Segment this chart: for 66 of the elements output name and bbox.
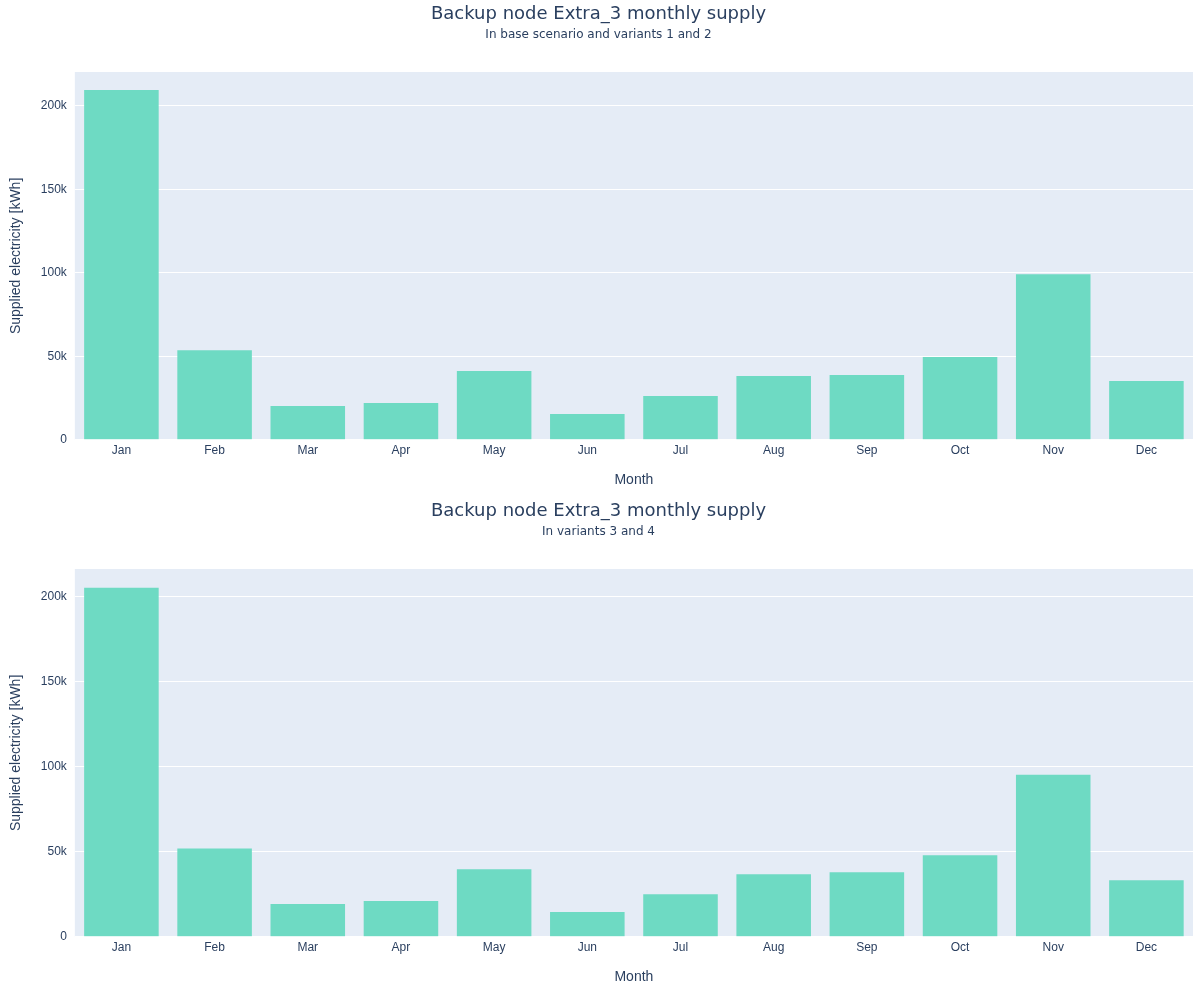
x-tick-label: Mar xyxy=(297,940,319,955)
x-tick-label: Aug xyxy=(763,940,785,955)
x-tick-label: Dec xyxy=(1135,940,1158,955)
y-axis-title: Supplied electricity [kWh] xyxy=(7,674,24,832)
bar xyxy=(922,356,998,440)
bar xyxy=(829,375,905,440)
bar xyxy=(1109,381,1184,440)
bar xyxy=(736,376,811,440)
y-tick-label: 150k xyxy=(40,674,68,689)
x-tick-label: Nov xyxy=(1042,443,1064,458)
x-axis-title: Month xyxy=(614,471,654,488)
x-tick-label: Jun xyxy=(577,443,597,458)
bar xyxy=(550,413,625,440)
x-tick-label: May xyxy=(482,940,506,955)
bar xyxy=(1015,774,1091,937)
x-tick-label: Jul xyxy=(672,940,689,955)
bar xyxy=(270,405,346,440)
bar xyxy=(643,894,718,937)
bar xyxy=(84,587,159,937)
x-tick-label: Sep xyxy=(856,940,878,955)
chart-title: Backup node Extra_3 monthly supply xyxy=(430,2,767,25)
y-tick-label: 0 xyxy=(60,929,68,944)
y-tick-label: 150k xyxy=(40,181,68,196)
x-tick-label: Dec xyxy=(1135,443,1158,458)
bar xyxy=(177,848,252,937)
bar xyxy=(84,90,159,440)
chart-subtitle: In base scenario and variants 1 and 2 xyxy=(485,26,712,41)
bar xyxy=(1109,880,1184,937)
bar xyxy=(270,904,346,937)
bar xyxy=(829,872,905,937)
bar xyxy=(456,869,532,937)
y-tick-label: 50k xyxy=(47,348,68,363)
x-tick-label: Apr xyxy=(391,443,411,458)
x-tick-label: Aug xyxy=(763,443,785,458)
x-tick-label: Sep xyxy=(856,443,878,458)
x-tick-label: Jan xyxy=(111,940,132,955)
bar xyxy=(643,395,718,440)
x-axis-title: Month xyxy=(614,968,654,985)
x-tick-label: Feb xyxy=(204,940,226,955)
bar xyxy=(363,403,439,440)
bar xyxy=(1015,274,1091,440)
x-tick-label: Apr xyxy=(391,940,411,955)
x-tick-label: May xyxy=(482,443,506,458)
chart-subtitle: In variants 3 and 4 xyxy=(542,523,655,538)
bar xyxy=(177,350,252,440)
y-tick-label: 50k xyxy=(47,844,68,859)
x-tick-label: Jun xyxy=(577,940,597,955)
x-tick-label: Jul xyxy=(672,443,689,458)
x-tick-label: Nov xyxy=(1042,940,1064,955)
x-tick-label: Oct xyxy=(950,940,971,955)
x-tick-label: Jan xyxy=(111,443,132,458)
y-tick-label: 200k xyxy=(40,98,68,113)
y-axis-title: Supplied electricity [kWh] xyxy=(7,177,24,335)
y-tick-label: 100k xyxy=(40,265,68,280)
bar xyxy=(456,371,532,440)
bar xyxy=(363,901,439,937)
y-tick-label: 200k xyxy=(40,589,68,604)
x-tick-label: Feb xyxy=(204,443,226,458)
bar xyxy=(550,911,625,937)
x-tick-label: Mar xyxy=(297,443,319,458)
x-tick-label: Oct xyxy=(950,443,971,458)
chart-title: Backup node Extra_3 monthly supply xyxy=(430,499,767,522)
y-tick-label: 0 xyxy=(60,432,68,447)
bar xyxy=(736,874,811,937)
y-tick-label: 100k xyxy=(40,759,68,774)
bar xyxy=(922,855,998,937)
